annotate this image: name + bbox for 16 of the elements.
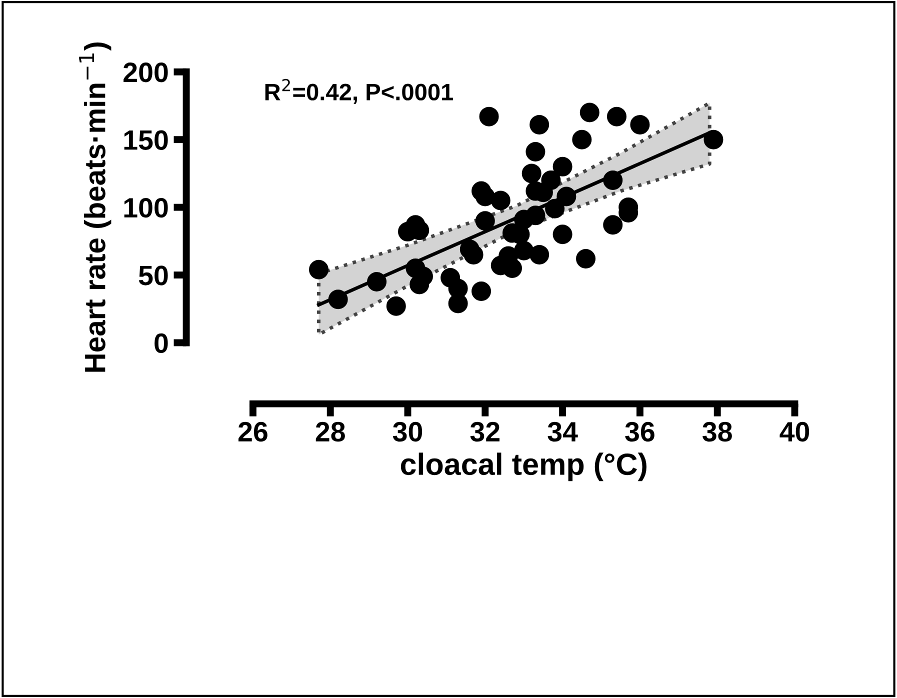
y-tick-label: 0 <box>154 333 168 354</box>
x-tick-label: 26 <box>238 422 268 442</box>
x-tick-label: 34 <box>548 422 578 442</box>
y-tick-label: 100 <box>124 198 168 218</box>
x-tick-label: 30 <box>392 422 422 442</box>
x-tick-label: 28 <box>316 422 345 442</box>
y-axis-title: Heart rate (beats·min$^{−1}$) <box>79 42 112 372</box>
x-tick-label: 36 <box>625 422 654 442</box>
x-tick-label: 38 <box>702 422 732 442</box>
x-axis-title: cloacal temp (°C) <box>400 452 646 482</box>
y-tick-label: 200 <box>124 62 168 82</box>
y-tick-label: 150 <box>124 130 168 150</box>
x-tick-label: 32 <box>470 422 500 442</box>
y-tick-label: 50 <box>138 266 168 286</box>
annotation: R$^{2}$=0.42, P<.0001 <box>265 78 454 104</box>
x-tick-label: 40 <box>780 422 810 442</box>
